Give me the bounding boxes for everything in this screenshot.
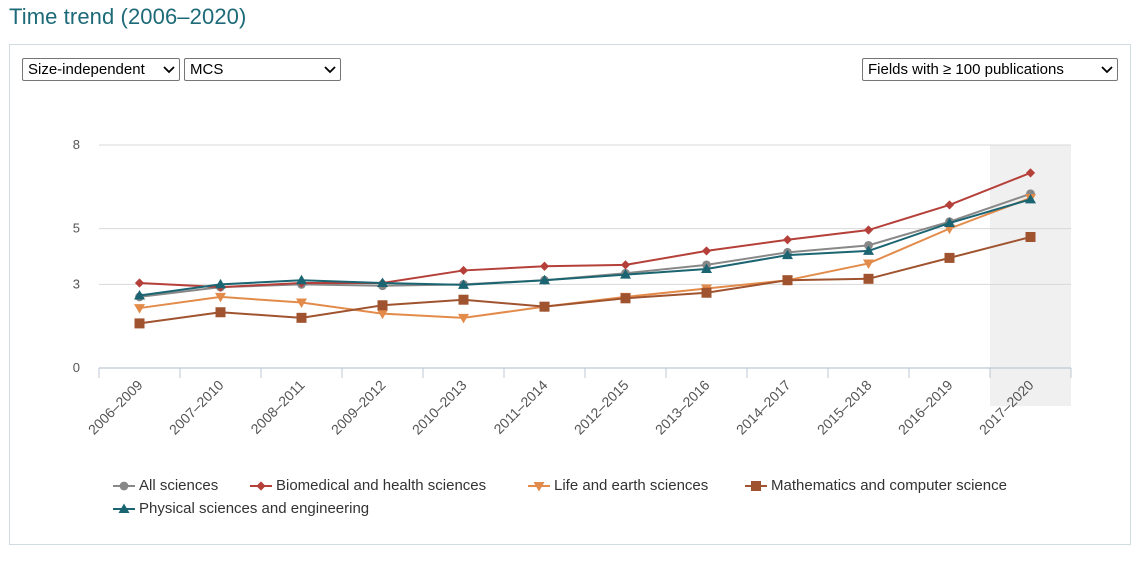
legend-item[interactable]: Life and earth sciences (528, 477, 708, 494)
legend-marker-icon (528, 482, 550, 492)
legend-marker-icon (250, 481, 272, 491)
legend-label: Life and earth sciences (554, 477, 709, 494)
legend-item[interactable]: All sciences (113, 477, 218, 494)
data-point (944, 252, 955, 263)
field-filter-value: Fields with ≥ 100 publications (868, 61, 1064, 78)
legend-marker (533, 482, 545, 492)
y-tick-label: 3 (73, 276, 80, 291)
legend-marker-icon (113, 481, 135, 491)
series-line (139, 236, 1031, 325)
indicator-type-value: Size-independent (28, 61, 145, 78)
data-point (782, 275, 793, 286)
data-point (458, 294, 469, 305)
data-point (377, 309, 388, 320)
data-point (944, 200, 955, 210)
chevron-down-icon (163, 66, 175, 74)
data-point (620, 293, 631, 304)
data-point (296, 274, 307, 285)
legend-label: Biomedical and health sciences (276, 477, 487, 494)
data-point (296, 312, 307, 323)
legend-item[interactable]: Physical sciences and engineering (113, 500, 369, 517)
indicator-select[interactable]: MCS (184, 58, 341, 81)
data-point (1025, 193, 1036, 204)
chevron-down-icon (1101, 66, 1113, 74)
data-point (134, 278, 145, 288)
data-point (458, 313, 469, 324)
data-point (701, 287, 712, 298)
legend-marker (119, 481, 129, 491)
data-point (1025, 231, 1036, 242)
indicator-value: MCS (190, 61, 224, 78)
legend-marker-icon (113, 503, 135, 514)
data-point (215, 292, 226, 303)
series-line (139, 198, 1031, 297)
data-point (863, 259, 874, 269)
legend-item[interactable]: Mathematics and computer science (745, 477, 1007, 494)
highlight-band (990, 145, 1071, 406)
legend-label: Physical sciences and engineering (139, 500, 370, 517)
chart-panel: Size-independent MCS Fields with ≥ 100 p… (9, 44, 1131, 545)
data-point (134, 318, 145, 329)
data-point (782, 235, 793, 245)
legend-marker-icon (745, 481, 767, 492)
data-point (134, 304, 145, 314)
data-point (539, 274, 550, 285)
chart-legend: All sciences Biomedical and health scienc… (10, 45, 1130, 544)
series-mathematics-and-computer-science (134, 231, 1036, 329)
series-physical-sciences-and-engineering (134, 193, 1036, 300)
data-point (944, 217, 955, 228)
data-point (864, 240, 873, 250)
y-tick-label: 0 (73, 360, 80, 375)
data-point (215, 307, 226, 318)
legend-label: All sciences (139, 477, 219, 494)
data-point (458, 279, 469, 289)
data-point (377, 300, 388, 311)
data-point (377, 277, 388, 287)
legend-marker (751, 481, 761, 492)
y-tick-label: 5 (73, 221, 80, 236)
data-point (620, 260, 631, 270)
data-point (701, 263, 712, 274)
legend-marker (256, 481, 266, 491)
data-point (863, 245, 874, 255)
data-point (296, 298, 307, 308)
legend-marker (118, 503, 130, 514)
data-point (458, 265, 469, 276)
y-tick-label: 8 (73, 137, 80, 152)
data-point (782, 249, 793, 260)
data-point (863, 273, 874, 284)
chevron-down-icon (324, 66, 336, 74)
indicator-type-select[interactable]: Size-independent (22, 58, 180, 81)
data-point (701, 246, 712, 256)
data-point (215, 278, 226, 289)
page-title: Time trend (2006–2020) (9, 4, 247, 29)
data-point (863, 225, 874, 235)
data-point (539, 301, 550, 312)
field-filter-select[interactable]: Fields with ≥ 100 publications (862, 58, 1118, 81)
legend-item[interactable]: Biomedical and health sciences (250, 477, 486, 494)
series-line (139, 171, 1031, 289)
data-point (620, 269, 631, 279)
data-point (134, 290, 145, 300)
legend-label: Mathematics and computer science (771, 477, 1007, 494)
